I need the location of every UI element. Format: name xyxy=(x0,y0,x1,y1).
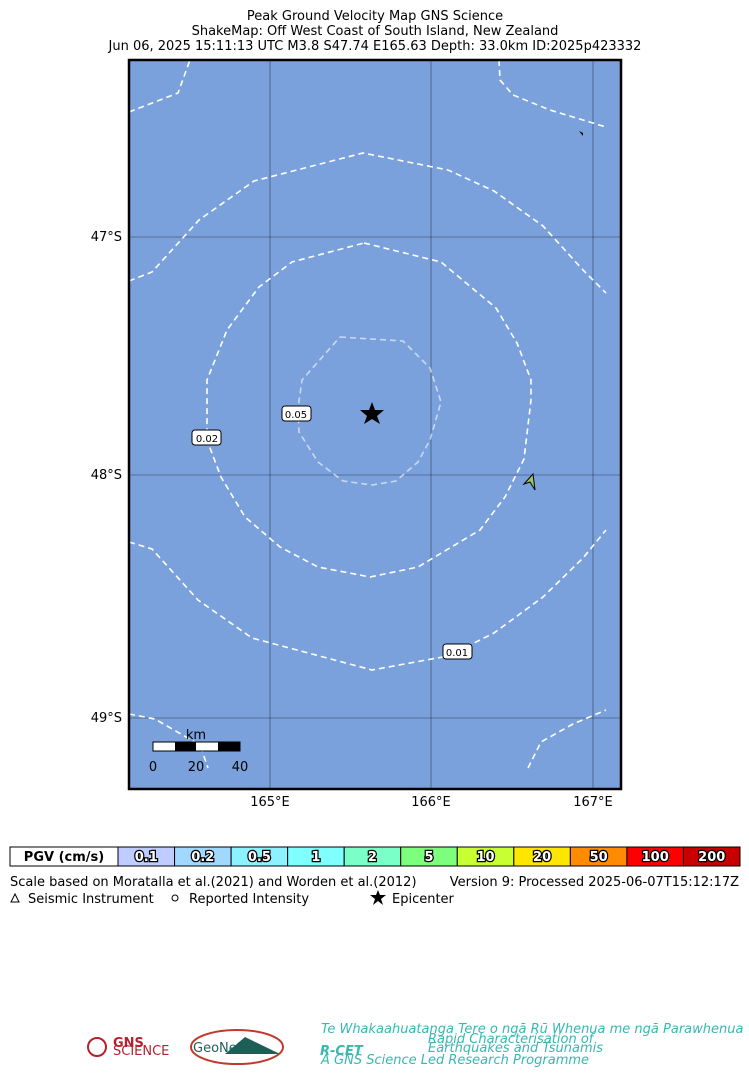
label-box xyxy=(442,643,473,660)
rcet-desc: Rapid Characterisation of xyxy=(428,1032,596,1047)
colorbar-label: 0.5 xyxy=(248,850,271,865)
lon-label: 165°E xyxy=(250,795,290,810)
lat-label: 49°S xyxy=(91,711,122,726)
intensity-icon xyxy=(171,894,179,902)
gns-sub: SCIENCE xyxy=(113,1044,169,1059)
contour-label: 0.05 xyxy=(285,410,307,421)
epicenter-icon xyxy=(370,890,386,905)
colorbar-label: 100 xyxy=(642,850,669,865)
scale-label: 0 xyxy=(149,760,157,775)
instrument-icon xyxy=(10,892,20,903)
label-box xyxy=(281,405,312,422)
graticule xyxy=(129,60,621,789)
colorbar-label: 50 xyxy=(590,850,608,865)
scale-label: 40 xyxy=(232,760,249,775)
contour xyxy=(128,713,209,769)
island xyxy=(522,472,536,491)
geonet-mountain xyxy=(225,1037,280,1054)
contour-label: 0.01 xyxy=(446,648,468,659)
gns-icon xyxy=(87,1037,107,1057)
title: Peak Ground Velocity Map GNS Science xyxy=(247,9,503,24)
scale-segment xyxy=(218,742,240,751)
ocean xyxy=(129,60,621,789)
contour-labels: 0.05 0.02 0.01 xyxy=(191,405,473,660)
contour xyxy=(128,529,607,671)
colorbar-label: 0.2 xyxy=(191,850,214,865)
colorbar-label: 0.1 xyxy=(135,850,158,865)
scale-segment xyxy=(175,742,196,751)
lon-label: 166°E xyxy=(411,795,451,810)
map-frame xyxy=(127,58,623,791)
lat-label: 48°S xyxy=(91,468,122,483)
logos: GNS SCIENCE GeoNet Te Whakaahuatanga Ter… xyxy=(87,1022,743,1068)
scale-unit: km xyxy=(186,728,206,743)
contour xyxy=(498,59,607,128)
scale-label: 20 xyxy=(188,760,205,775)
colorbar-label: 2 xyxy=(368,850,377,865)
colorbar: PGV (cm/s) 0.1 0.2 0.5 1 2 5 10 20 50 100 200 xyxy=(9,846,741,867)
colorbar-label: 1 xyxy=(311,850,320,865)
subtitle: ShakeMap: Off West Coast of South Island… xyxy=(192,24,559,39)
rcet-foot: A GNS Science Led Research Programme xyxy=(320,1053,589,1068)
label-box xyxy=(191,429,222,446)
colorbar-label: 10 xyxy=(476,850,494,865)
colorbar-label: 20 xyxy=(533,850,551,865)
contour xyxy=(128,152,607,294)
legend-item: Reported Intensity xyxy=(189,892,309,907)
contour xyxy=(527,709,607,769)
event-info: Jun 06, 2025 15:11:13 UTC M3.8 S47.74 E1… xyxy=(108,39,642,54)
contour xyxy=(206,242,532,578)
island xyxy=(579,131,583,136)
contour xyxy=(128,59,191,113)
gns-logo: GNS xyxy=(113,1036,144,1051)
geonet-ring xyxy=(190,1029,284,1065)
geonet-logo: GeoNet xyxy=(193,1041,242,1056)
lon-label: 167°E xyxy=(573,795,613,810)
colorbar-title: PGV (cm/s) xyxy=(24,850,104,865)
rcet-desc: Earthquakes and Tsunamis xyxy=(428,1041,603,1056)
epicenter xyxy=(360,402,384,424)
colorbar-label: 200 xyxy=(698,850,725,865)
colorbar-cell xyxy=(682,846,741,867)
lat-label: 47°S xyxy=(91,230,122,245)
rcet-tagline: Te Whakaahuatanga Tere o ngā Rū Whenua m… xyxy=(321,1022,743,1037)
contour-label: 0.02 xyxy=(196,434,218,445)
version-note: Version 9: Processed 2025-06-07T15:12:17… xyxy=(450,875,739,890)
scale-bar: km 0 20 40 xyxy=(149,728,248,775)
rcet-logo: R-CET xyxy=(320,1044,364,1059)
colorbar-label: 5 xyxy=(424,850,433,865)
legend-item: Seismic Instrument xyxy=(28,892,154,907)
legend-item: Epicenter xyxy=(392,892,455,907)
reference-note: Scale based on Moratalla et al.(2021) an… xyxy=(10,875,417,890)
